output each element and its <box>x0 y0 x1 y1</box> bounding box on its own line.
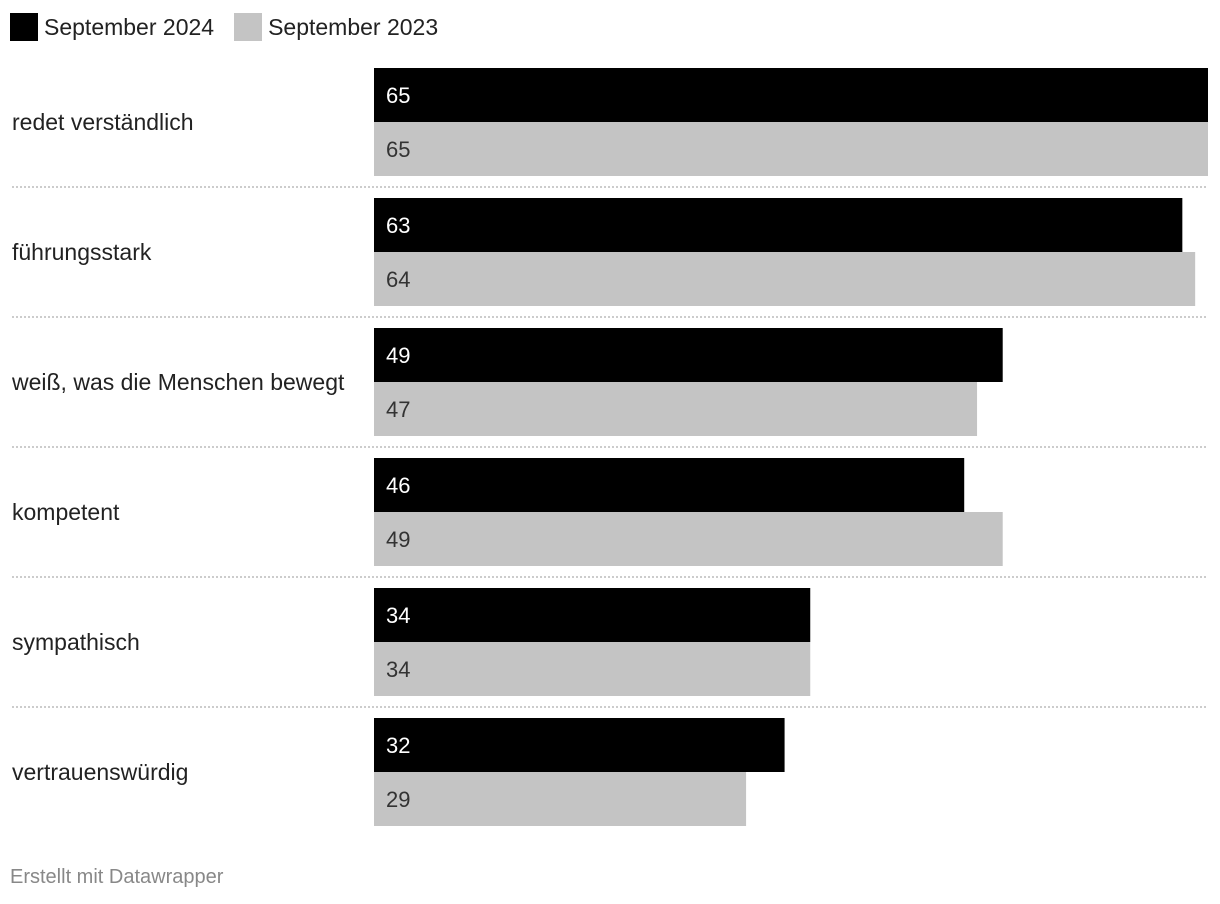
category-label-cat-5: vertrauenswürdig <box>12 759 188 785</box>
data-label-cat-4-series-1: 34 <box>386 657 410 682</box>
category-label-cat-3: kompetent <box>12 499 120 525</box>
bar-cat-4-series-0 <box>374 588 811 642</box>
category-label-cat-2: weiß, was die Menschen bewegt <box>11 369 345 395</box>
bar-cat-2-series-1 <box>374 382 978 436</box>
data-label-cat-0-series-1: 65 <box>386 137 410 162</box>
bar-cat-1-series-1 <box>374 252 1196 306</box>
data-label-cat-0-series-0: 65 <box>386 83 410 108</box>
category-label-cat-1: führungsstark <box>12 239 152 265</box>
bar-cat-2-series-0 <box>374 328 1003 382</box>
bar-cat-5-series-0 <box>374 718 785 772</box>
footer-credit: Erstellt mit Datawrapper <box>10 866 224 888</box>
legend-item-2024: September 2024 <box>10 13 214 41</box>
bar-cat-0-series-0 <box>374 68 1208 122</box>
legend-label-2024: September 2024 <box>44 13 215 40</box>
data-label-cat-2-series-1: 47 <box>386 397 410 422</box>
data-label-cat-3-series-1: 49 <box>386 527 410 552</box>
legend-label-2023: September 2023 <box>268 13 439 40</box>
category-label-cat-4: sympathisch <box>12 629 140 655</box>
bar-cat-1-series-0 <box>374 198 1183 252</box>
category-label-cat-0: redet verständlich <box>12 109 194 135</box>
data-label-cat-1-series-1: 64 <box>386 267 410 292</box>
data-label-cat-1-series-0: 63 <box>386 213 410 238</box>
legend-item-2023: September 2023 <box>234 13 438 41</box>
bar-cat-3-series-1 <box>374 512 1003 566</box>
bar-cat-3-series-0 <box>374 458 965 512</box>
data-label-cat-2-series-0: 49 <box>386 343 410 368</box>
bar-cat-5-series-1 <box>374 772 747 826</box>
legend: September 2024 September 2023 <box>10 12 458 42</box>
legend-swatch-2024 <box>10 13 38 41</box>
bar-chart: redet verständlich 65 65 führungsstark 63 64 w… <box>11 68 1208 826</box>
data-label-cat-5-series-0: 32 <box>386 733 410 758</box>
data-label-cat-3-series-0: 46 <box>386 473 410 498</box>
bar-cat-0-series-1 <box>374 122 1208 176</box>
data-label-cat-5-series-1: 29 <box>386 787 410 812</box>
data-label-cat-4-series-0: 34 <box>386 603 410 628</box>
bar-cat-4-series-1 <box>374 642 811 696</box>
legend-swatch-2023 <box>234 13 263 41</box>
